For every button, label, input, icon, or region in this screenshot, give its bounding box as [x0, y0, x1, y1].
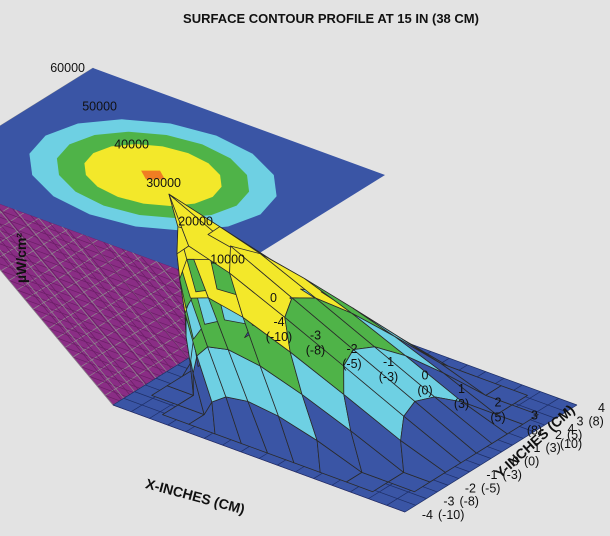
right-wall-vline: [0, 223, 169, 426]
y-tick-sublabel: (5): [567, 428, 582, 442]
top-contour-band: [141, 170, 165, 180]
y-tick-label: -4: [422, 508, 433, 522]
z-tick-label: 0: [270, 291, 277, 305]
y-tick-label: 2: [555, 428, 562, 442]
chart-title: SURFACE CONTOUR PROFILE AT 15 IN (38 CM): [183, 11, 479, 26]
x-tick-sublabel: (0): [417, 384, 432, 398]
right-wall-vline: [0, 253, 132, 412]
right-wall-vline: [0, 238, 150, 419]
y-tick-label: 0: [512, 455, 519, 469]
left-wall-vline: [0, 229, 135, 392]
x-tick-sublabel: (-10): [266, 330, 292, 344]
top-contour-projection: [0, 68, 385, 282]
y-tick-sublabel: (8): [589, 414, 604, 428]
floor-gridline: [404, 404, 578, 513]
y-tick-sublabel: (-10): [438, 508, 464, 522]
x-tick-label: 2: [495, 395, 502, 409]
z-tick-label: 30000: [146, 176, 181, 190]
floor-gridline: [112, 404, 406, 513]
x-tick-label: 4: [568, 422, 575, 436]
y-tick-sublabel: (3): [546, 441, 561, 455]
y-tick-label: 1: [534, 441, 541, 455]
surface-cell: [496, 404, 539, 425]
x-tick-sublabel: (3): [454, 397, 469, 411]
z-tick-label: 10000: [210, 253, 245, 267]
z-axis-title: µW/cm²: [13, 233, 29, 283]
y-tick-label: -3: [443, 495, 454, 509]
x-tick-label: -2: [346, 342, 357, 356]
x-tick-sublabel: (-5): [342, 357, 361, 371]
left-wall-vline: [0, 210, 146, 386]
x-axis-title: X-INCHES (CM): [144, 475, 247, 517]
y-tick-label: -2: [465, 481, 476, 495]
left-wall-vline: [0, 249, 125, 399]
x-tick-sublabel: (8): [527, 424, 542, 438]
x-tick-label: -1: [383, 355, 394, 369]
left-wall-vline: [0, 269, 114, 406]
z-tick-label: 20000: [178, 214, 213, 228]
x-tick-sublabel: (5): [490, 410, 505, 424]
x-tick-label: 3: [531, 409, 538, 423]
x-tick-label: 0: [422, 369, 429, 383]
z-tick-label: 50000: [82, 99, 117, 113]
x-tick-sublabel: (10): [560, 437, 582, 451]
x-tick-label: -4: [273, 315, 284, 329]
y-tick-sublabel: (-5): [481, 481, 500, 495]
surface-mesh: [151, 193, 539, 493]
y-tick-sublabel: (0): [524, 455, 539, 469]
x-tick-sublabel: (-8): [306, 343, 325, 357]
x-tick-sublabel: (-3): [379, 370, 398, 384]
x-tick-label: 1: [458, 382, 465, 396]
z-tick-label: 60000: [50, 61, 85, 75]
left-wall-vline: [0, 190, 157, 379]
y-tick-label: 3: [577, 414, 584, 428]
y-tick-sublabel: (-3): [503, 468, 522, 482]
y-tick-sublabel: (-8): [460, 495, 479, 509]
y-tick-label: -1: [486, 468, 497, 482]
z-tick-label: 40000: [114, 138, 149, 152]
x-tick-label: -3: [310, 328, 321, 342]
y-tick-label: 4: [598, 401, 605, 415]
